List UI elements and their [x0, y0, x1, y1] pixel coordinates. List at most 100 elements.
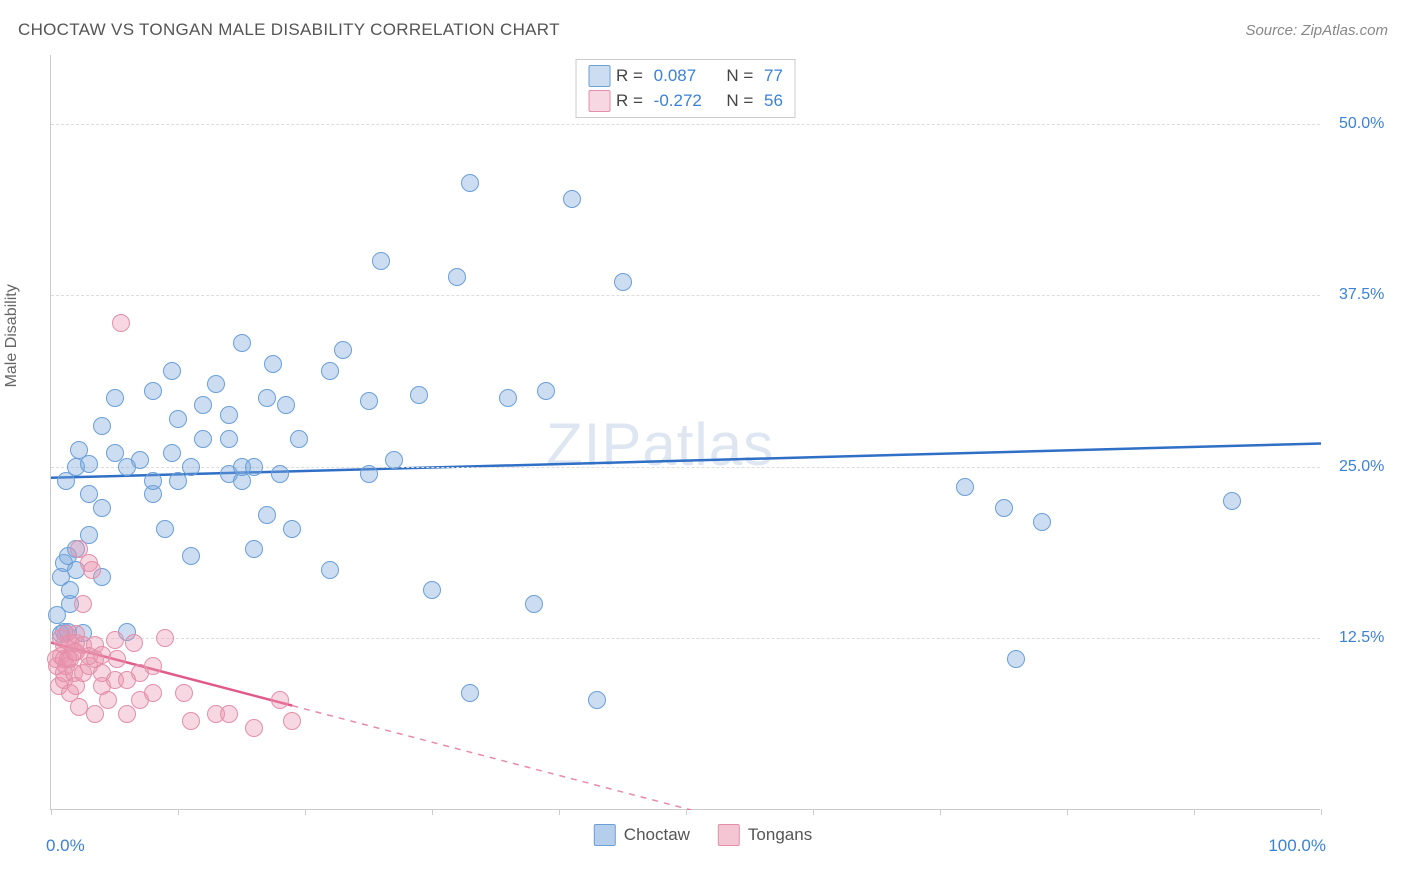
scatter-point	[290, 430, 308, 448]
y-tick-label: 50.0%	[1339, 115, 1384, 133]
stat-r-label: R =	[616, 66, 648, 86]
scatter-point	[258, 389, 276, 407]
stat-n-value: 56	[764, 91, 783, 111]
x-tick	[178, 809, 179, 815]
scatter-point	[233, 334, 251, 352]
scatter-point	[194, 430, 212, 448]
scatter-point	[385, 451, 403, 469]
scatter-point	[220, 705, 238, 723]
x-tick	[1067, 809, 1068, 815]
scatter-point	[83, 561, 101, 579]
scatter-point	[321, 561, 339, 579]
scatter-point	[144, 472, 162, 490]
scatter-point	[277, 396, 295, 414]
legend-swatch	[588, 90, 610, 112]
scatter-point	[220, 406, 238, 424]
scatter-point	[112, 314, 130, 332]
scatter-point	[182, 712, 200, 730]
scatter-point	[588, 691, 606, 709]
legend-stats-row: R = -0.272 N = 56	[588, 90, 783, 112]
scatter-point	[156, 629, 174, 647]
scatter-point	[1033, 513, 1051, 531]
stat-r-value: 0.087	[654, 66, 716, 86]
scatter-point	[499, 389, 517, 407]
scatter-point	[194, 396, 212, 414]
scatter-point	[271, 691, 289, 709]
scatter-point	[169, 472, 187, 490]
stat-n-label: N =	[722, 91, 758, 111]
x-tick	[940, 809, 941, 815]
x-tick	[1321, 809, 1322, 815]
stat-n-label: N =	[722, 66, 758, 86]
scatter-point	[169, 410, 187, 428]
scatter-point	[461, 174, 479, 192]
scatter-point	[175, 684, 193, 702]
stat-r-label: R =	[616, 91, 648, 111]
scatter-point	[144, 657, 162, 675]
scatter-point	[70, 698, 88, 716]
x-tick	[686, 809, 687, 815]
scatter-point	[106, 389, 124, 407]
y-axis-title: Male Disability	[3, 284, 21, 387]
scatter-point	[93, 499, 111, 517]
scatter-point	[956, 478, 974, 496]
x-tick	[559, 809, 560, 815]
scatter-point	[144, 382, 162, 400]
scatter-point	[360, 465, 378, 483]
scatter-point	[258, 506, 276, 524]
scatter-point	[144, 684, 162, 702]
x-tick	[51, 809, 52, 815]
scatter-point	[423, 581, 441, 599]
scatter-point	[563, 190, 581, 208]
x-min-label: 0.0%	[46, 836, 85, 856]
scatter-point	[995, 499, 1013, 517]
scatter-point	[163, 444, 181, 462]
scatter-point	[106, 631, 124, 649]
x-tick	[1194, 809, 1195, 815]
legend-stats-box: R = 0.087 N = 77 R = -0.272 N = 56	[575, 59, 796, 118]
legend-label: Tongans	[748, 825, 812, 845]
y-tick-label: 37.5%	[1339, 286, 1384, 304]
x-tick	[305, 809, 306, 815]
scatter-point	[99, 691, 117, 709]
gridline	[51, 295, 1320, 296]
scatter-point	[271, 465, 289, 483]
x-max-label: 100.0%	[1268, 836, 1326, 856]
scatter-point	[283, 520, 301, 538]
legend-swatch	[718, 824, 740, 846]
scatter-point	[80, 455, 98, 473]
stat-r-value: -0.272	[654, 91, 716, 111]
scatter-point	[93, 417, 111, 435]
trend-lines-layer	[51, 55, 1321, 810]
scatter-point	[283, 712, 301, 730]
scatter-point	[321, 362, 339, 380]
scatter-point	[131, 451, 149, 469]
scatter-point	[156, 520, 174, 538]
y-tick-label: 25.0%	[1339, 458, 1384, 476]
scatter-point	[207, 375, 225, 393]
scatter-point	[108, 650, 126, 668]
chart-header: CHOCTAW VS TONGAN MALE DISABILITY CORREL…	[18, 20, 1388, 40]
scatter-point	[264, 355, 282, 373]
bottom-legend: Choctaw Tongans	[594, 824, 812, 846]
scatter-point	[448, 268, 466, 286]
scatter-point	[245, 458, 263, 476]
stat-n-value: 77	[764, 66, 783, 86]
legend-label: Choctaw	[624, 825, 690, 845]
watermark: ZIPatlas	[546, 410, 774, 479]
bottom-legend-item: Choctaw	[594, 824, 690, 846]
scatter-point	[334, 341, 352, 359]
bottom-legend-item: Tongans	[718, 824, 812, 846]
scatter-point	[163, 362, 181, 380]
x-tick	[432, 809, 433, 815]
chart-title: CHOCTAW VS TONGAN MALE DISABILITY CORREL…	[18, 20, 560, 40]
scatter-point	[125, 634, 143, 652]
scatter-point	[614, 273, 632, 291]
scatter-point	[86, 705, 104, 723]
scatter-point	[245, 719, 263, 737]
scatter-point	[74, 595, 92, 613]
scatter-point	[372, 252, 390, 270]
scatter-point	[220, 430, 238, 448]
scatter-point	[1007, 650, 1025, 668]
plot-area: ZIPatlas R = 0.087 N = 77 R = -0.272 N = …	[50, 55, 1320, 810]
